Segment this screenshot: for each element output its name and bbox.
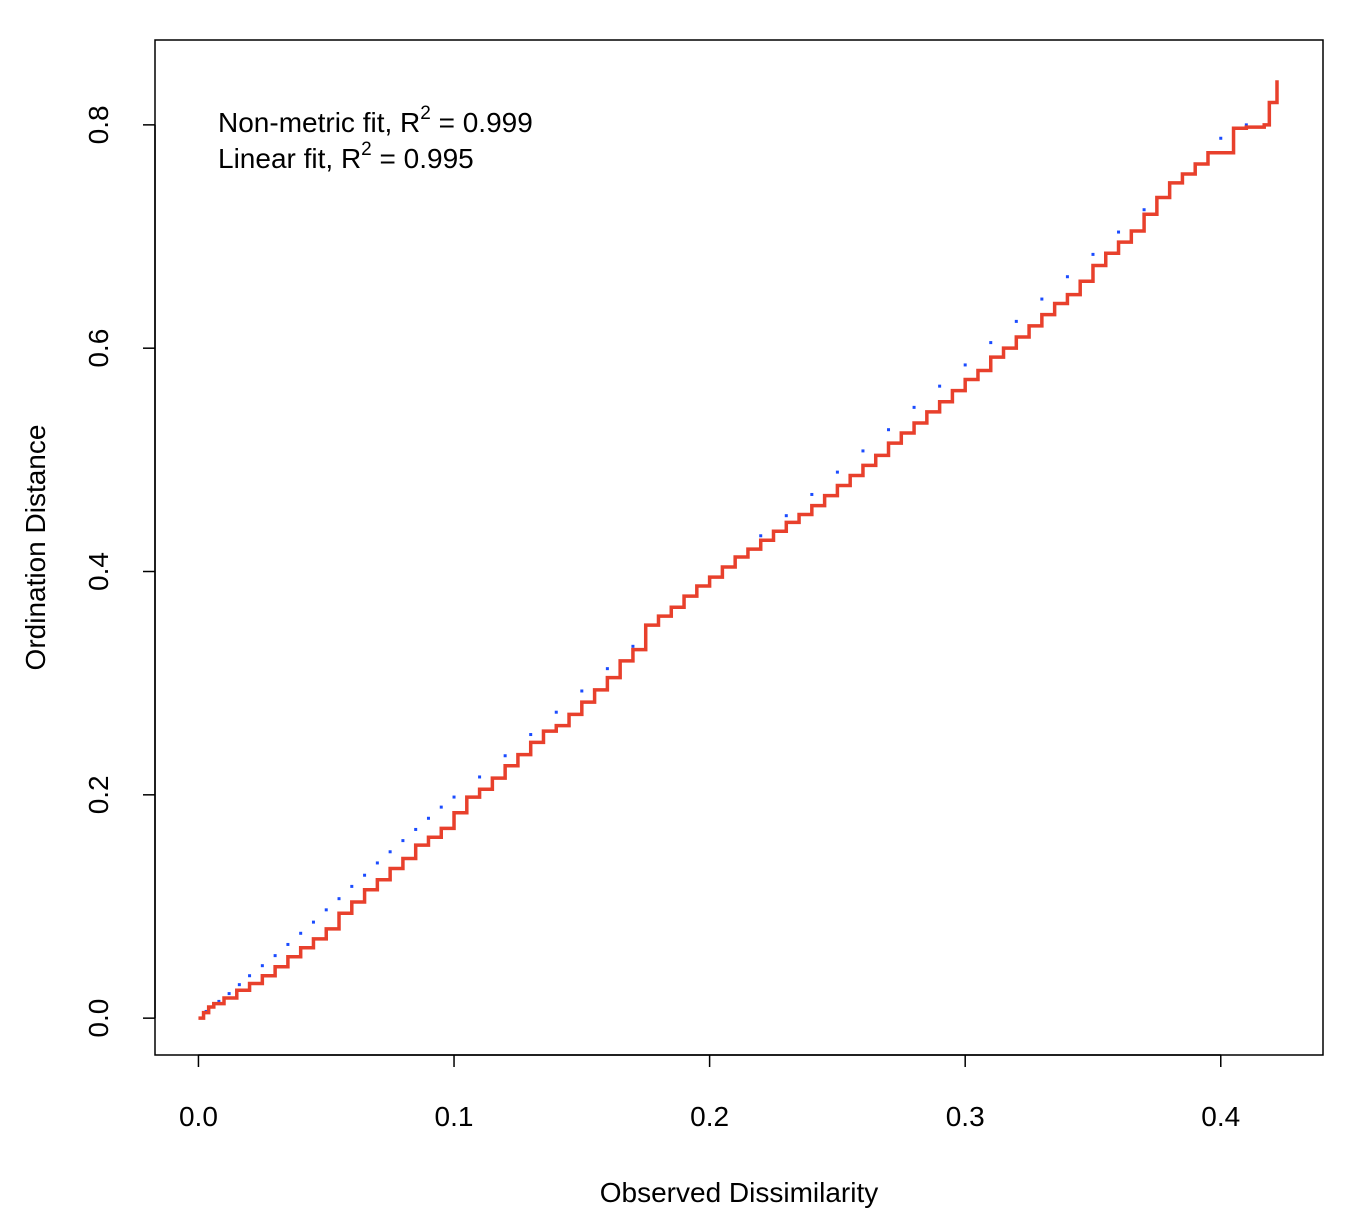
x-tick-label: 0.2 — [690, 1101, 729, 1132]
data-point — [810, 492, 814, 496]
data-point — [452, 795, 456, 799]
data-point — [414, 827, 418, 831]
x-tick-label: 0.4 — [1201, 1101, 1240, 1132]
fit-annotation-value: = 0.995 — [372, 143, 474, 174]
data-point — [1014, 319, 1018, 323]
data-point — [503, 754, 507, 758]
data-point — [478, 775, 482, 779]
fit-annotation-superscript: 2 — [420, 103, 431, 124]
fit-layer — [198, 80, 1279, 1020]
data-point — [426, 816, 430, 820]
fit-annotation-text: Linear fit, R — [218, 143, 361, 174]
data-point — [324, 908, 328, 912]
data-point — [1091, 252, 1095, 256]
fit-annotation-value: = 0.999 — [431, 107, 533, 138]
x-axis-label: Observed Dissimilarity — [600, 1177, 879, 1208]
data-point — [286, 942, 290, 946]
data-point — [912, 405, 916, 409]
fit-annotation: Non-metric fit, R2 = 0.999 — [218, 103, 533, 138]
x-tick-label: 0.1 — [435, 1101, 474, 1132]
y-tick-label: 0.8 — [83, 105, 114, 144]
data-point — [887, 428, 891, 432]
y-tick-label: 0.6 — [83, 329, 114, 368]
data-point — [260, 964, 264, 968]
data-point — [299, 931, 303, 935]
data-point — [337, 897, 341, 901]
data-point — [227, 992, 231, 996]
y-axis: 0.0 0.2 0.4 0.6 0.8 — [83, 105, 156, 1038]
data-point — [1065, 275, 1069, 279]
data-point — [938, 384, 942, 388]
y-tick-label: 0.4 — [83, 552, 114, 591]
x-tick-label: 0.3 — [946, 1101, 985, 1132]
data-point — [439, 805, 443, 809]
data-point — [989, 341, 993, 345]
y-axis-label: Ordination Distance — [20, 425, 51, 671]
data-point — [217, 999, 221, 1003]
data-point — [1040, 297, 1044, 301]
data-point — [605, 667, 609, 671]
data-point — [375, 861, 379, 865]
data-point — [784, 514, 788, 518]
y-tick-label: 0.0 — [83, 999, 114, 1038]
fit-annotation-superscript: 2 — [361, 139, 372, 160]
x-axis: 0.0 0.1 0.2 0.3 0.4 — [179, 1054, 1240, 1132]
data-point — [1244, 123, 1248, 127]
fit-annotation-text: Non-metric fit, R — [218, 107, 420, 138]
data-point — [529, 733, 533, 737]
y-tick-label: 0.2 — [83, 775, 114, 814]
data-point — [580, 689, 584, 693]
fit-annotation: Linear fit, R2 = 0.995 — [218, 139, 474, 174]
data-point — [861, 449, 865, 453]
data-point — [835, 470, 839, 474]
data-point — [237, 983, 241, 987]
data-point — [554, 710, 558, 714]
data-point — [350, 884, 354, 888]
data-point — [759, 534, 763, 538]
data-point — [388, 850, 392, 854]
data-point — [1142, 208, 1146, 212]
x-tick-label: 0.0 — [179, 1101, 218, 1132]
data-point — [1219, 136, 1223, 140]
data-point — [248, 974, 252, 978]
data-point — [963, 363, 967, 367]
data-point — [631, 644, 635, 648]
data-point — [363, 873, 367, 877]
data-point — [401, 839, 405, 843]
monotone-fit-line — [198, 80, 1279, 1020]
plot-frame — [154, 39, 1324, 1056]
data-point — [311, 920, 315, 924]
data-point — [1117, 230, 1121, 234]
data-point — [273, 954, 277, 958]
